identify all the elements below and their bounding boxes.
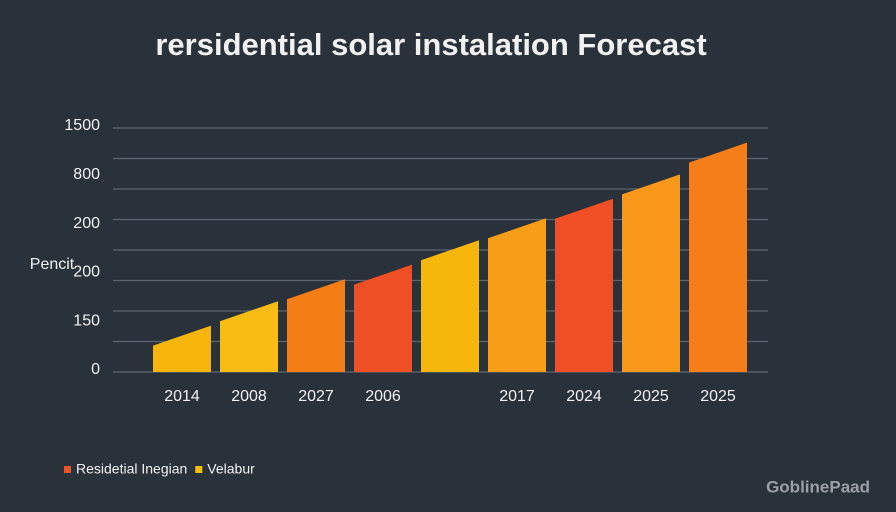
x-tick-label: 2006 [365,388,401,405]
y-tick-label: 200 [73,215,100,232]
bar [555,198,613,372]
x-tick-label: 2024 [566,388,602,405]
bar [287,279,345,372]
x-tick-label: 2017 [499,388,535,405]
legend-label: Velabur [207,461,255,477]
legend-label: Residetial Inegian [76,461,187,477]
x-tick-label: 2025 [633,388,669,405]
legend-swatch [195,466,203,473]
x-tick-label: 2027 [298,388,334,405]
x-tick-label: 2025 [700,388,736,405]
bar [622,174,680,372]
y-tick-label: 800 [73,166,100,183]
bar [153,325,211,372]
y-tick-label: 1500 [64,117,100,134]
x-tick-label: 2014 [164,388,200,405]
bar [354,264,412,372]
chart-title: rersidential solar instalation Forecast [155,27,706,62]
y-axis-label: Pencit [30,256,75,273]
y-tick-label: 150 [73,312,100,329]
y-tick-label: 0 [91,361,100,378]
bar [488,218,546,372]
bar [689,142,747,372]
legend-swatch [64,466,71,473]
x-tick-label: 2008 [231,388,267,405]
watermark: GoblinePaad [766,477,870,496]
bar [421,240,479,372]
bar [220,301,278,372]
y-tick-label: 200 [73,264,100,281]
